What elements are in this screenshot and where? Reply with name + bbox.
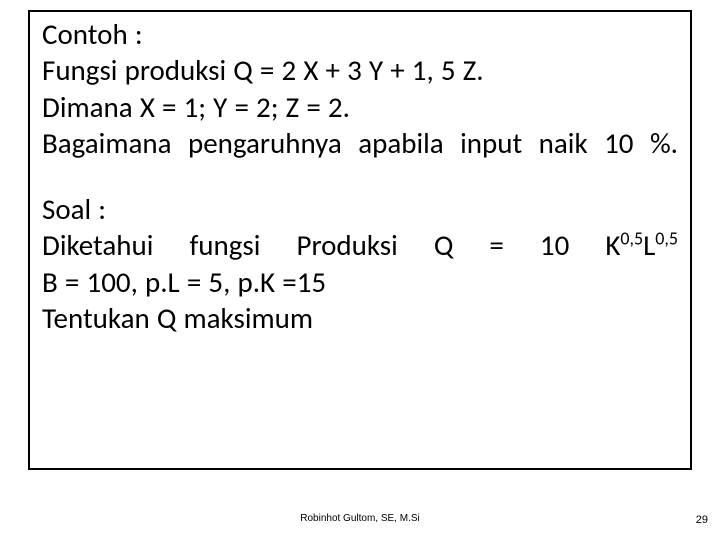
exponent-k: 0,5	[620, 228, 643, 250]
footer-author: Robinhot Gultom, SE, M.Si	[300, 513, 420, 524]
eq-mid: L	[643, 227, 655, 263]
eq-prefix: Diketahui fungsi Produksi Q = 10 K	[42, 227, 620, 263]
soal-heading: Soal :	[42, 191, 678, 227]
line-bagaimana: Bagaimana pengaruhnya apabila input naik…	[42, 125, 678, 161]
exponent-l: 0,5	[655, 228, 678, 250]
spacer	[42, 161, 678, 191]
line-b: B = 100, p.L = 5, p.K =15	[42, 264, 678, 300]
line-diketahui: Diketahui fungsi Produksi Q = 10 K0,5L0,…	[42, 227, 678, 263]
contoh-heading: Contoh :	[42, 16, 678, 52]
slide: Contoh : Fungsi produksi Q = 2 X + 3 Y +…	[0, 0, 720, 540]
content-box: Contoh : Fungsi produksi Q = 2 X + 3 Y +…	[28, 10, 692, 470]
line-tentukan: Tentukan Q maksimum	[42, 300, 678, 336]
line-dimana: Dimana X = 1; Y = 2; Z = 2.	[42, 89, 678, 125]
page-number: 29	[696, 514, 708, 526]
line-fungsi: Fungsi produksi Q = 2 X + 3 Y + 1, 5 Z.	[42, 52, 678, 88]
